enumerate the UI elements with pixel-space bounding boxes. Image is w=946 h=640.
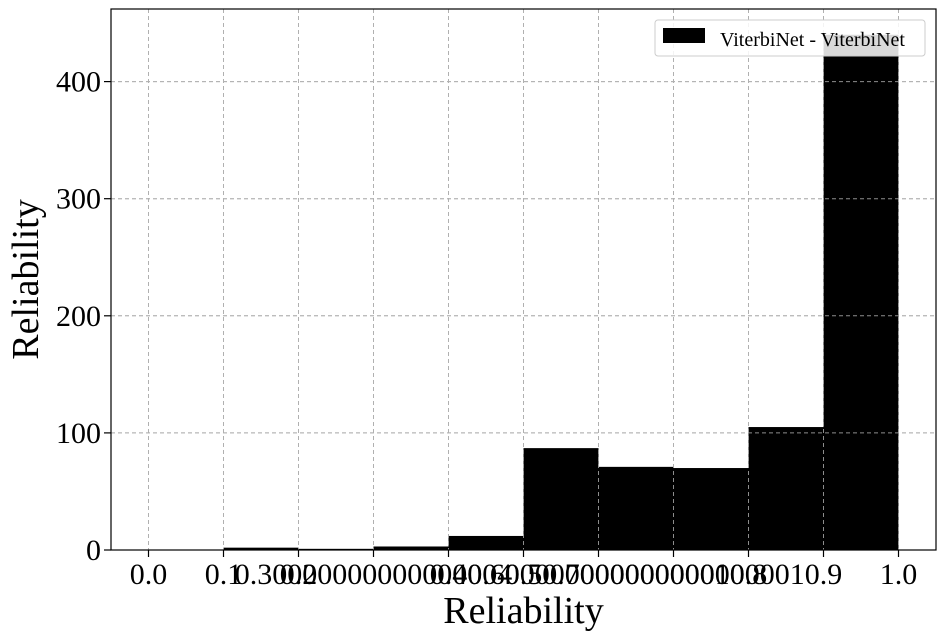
legend-swatch bbox=[663, 28, 705, 43]
x-tick-label-1: 0.1 bbox=[205, 558, 243, 591]
x-tick-label-4: 0.4 bbox=[430, 558, 468, 591]
y-tick-label-1: 100 bbox=[56, 417, 101, 450]
histogram-bar-3 bbox=[373, 546, 449, 550]
histogram-bar-4 bbox=[448, 535, 524, 550]
y-axis: 0 100 200 300 400 bbox=[56, 66, 111, 567]
y-tick-label-0: 0 bbox=[86, 534, 101, 567]
x-tick-label-7: 0.7000000000000001 bbox=[542, 558, 805, 591]
x-tick-label-2: 0.2 bbox=[280, 558, 318, 591]
histogram-bar-6 bbox=[598, 466, 674, 550]
legend: ViterbiNet - ViterbiNet bbox=[654, 19, 926, 57]
x-tick-label-8: 0.8 bbox=[730, 558, 768, 591]
y-tick-label-4: 400 bbox=[56, 66, 101, 99]
x-tick-label-10: 1.0 bbox=[880, 558, 918, 591]
x-tick-label-0: 0.0 bbox=[130, 558, 168, 591]
y-tick-label-3: 300 bbox=[56, 183, 101, 216]
x-tick-label-9: 0.9 bbox=[805, 558, 843, 591]
y-axis-title: Reliability bbox=[5, 199, 47, 359]
legend-box bbox=[654, 19, 926, 57]
x-axis-title: Reliability bbox=[443, 590, 603, 632]
x-tick-label-6: 0.6000000000000001 bbox=[467, 558, 730, 591]
legend-label: ViterbiNet - ViterbiNet bbox=[720, 29, 905, 51]
x-tick-label-3: 0.30000000000000004 bbox=[235, 558, 513, 591]
histogram-bar-5 bbox=[523, 448, 599, 550]
x-tick-label-5: 0.5 bbox=[505, 558, 543, 591]
histogram-bar-7 bbox=[673, 468, 749, 550]
histogram-bar-1 bbox=[223, 547, 299, 550]
y-tick-label-2: 200 bbox=[56, 300, 101, 333]
bars bbox=[223, 34, 899, 551]
histogram-bar-9 bbox=[823, 34, 899, 551]
histogram-bar-8 bbox=[748, 427, 824, 550]
